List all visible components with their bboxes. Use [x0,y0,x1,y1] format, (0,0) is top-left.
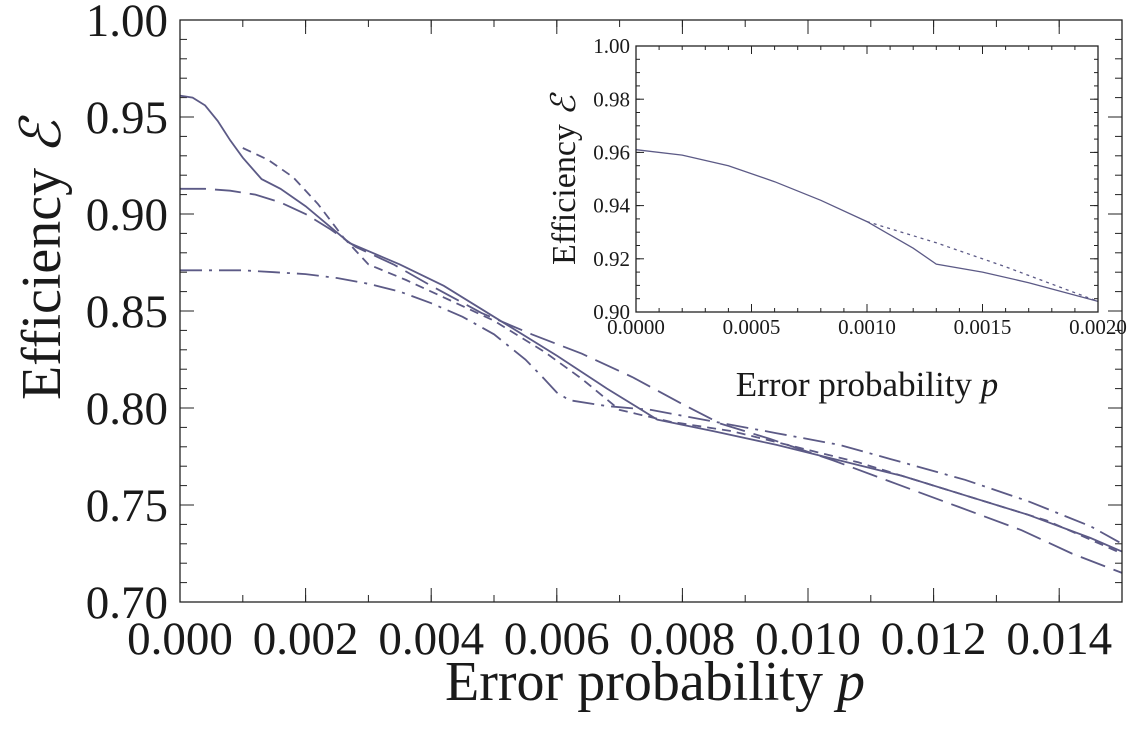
main-tick-labels: 0.000 0.002 0.004 0.006 0.008 0.010 0.012 0.014… [86,0,1112,665]
main-plot-frame [179,19,1123,603]
inset-x-tick-label: 0.0010 [838,315,896,339]
main-x-tick-label: 0.014 [1006,613,1112,665]
main-y-tick-label: 0.90 [86,189,168,241]
main-x-tick-label: 0.004 [378,613,484,665]
main-y-tick-label: 1.00 [86,0,168,47]
main-y-tick-label: 0.80 [86,383,168,435]
inset-x-axis-title: Error probability p [736,365,998,404]
inset-x-tick-label: 0.0005 [723,315,781,339]
inset-plot-frame [635,45,1099,313]
inset-x-tick-label: 0.0020 [1069,315,1127,339]
main-y-tick-label: 0.70 [86,577,168,629]
main-x-axis-title: Error probability p [445,651,865,713]
inset-y-tick-label: 0.98 [593,87,630,111]
main-series-dash-dot [180,269,1123,545]
main-x-tick-label: 0.010 [755,613,861,665]
main-y-tick-label: 0.95 [86,92,168,144]
main-y-tick-label: 0.75 [86,480,168,532]
main-y-axis-title: Efficiency ℰ [11,115,73,400]
inset-plot-background [636,46,1098,312]
inset-plot: 0.0000 0.0005 0.0010 0.0015 0.0020 0.90 0.92 0.… [546,34,1127,404]
main-x-tick-label: 0.012 [881,613,987,665]
inset-y-tick-label: 0.92 [593,247,630,271]
inset-x-tick-label: 0.0015 [954,315,1012,339]
main-series-short-dash [242,147,1123,555]
main-y-tick-label: 0.85 [86,286,168,338]
inset-series [635,149,1099,303]
main-x-tick-label: 0.000 [127,613,233,665]
main-series [179,94,1123,574]
main-series-long-dash [180,187,1123,574]
inset-y-tick-label: 0.90 [593,300,630,324]
main-x-tick-label: 0.008 [630,613,736,665]
main-x-tick-label: 0.006 [504,613,610,665]
inset-x-tick-label: 0.0000 [607,315,665,339]
inset-tick-labels: 0.0000 0.0005 0.0010 0.0015 0.0020 0.90 0.92 0.… [593,34,1127,339]
inset-y-axis-title: Efficiency ℰ [546,92,583,265]
inset-y-tick-label: 0.96 [593,141,630,165]
inset-y-tick-label: 0.94 [593,194,630,218]
main-plot: 0.000 0.002 0.004 0.006 0.008 0.010 0.012 0.014… [11,0,1123,713]
inset-y-tick-label: 1.00 [593,34,630,58]
main-x-tick-label: 0.002 [253,613,359,665]
inset-series-dotted [866,220,1099,303]
